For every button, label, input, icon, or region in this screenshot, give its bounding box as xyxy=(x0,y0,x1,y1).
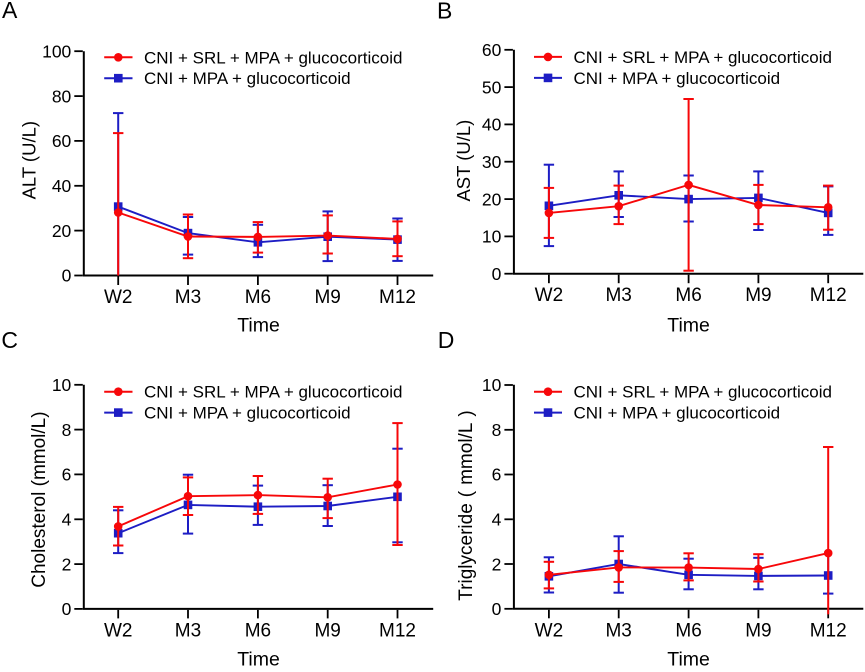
svg-text:8: 8 xyxy=(492,420,502,440)
svg-text:Time: Time xyxy=(237,649,280,667)
svg-text:CNI + MPA + glucocorticoid: CNI + MPA + glucocorticoid xyxy=(574,404,781,423)
svg-text:ALT (U/L): ALT (U/L) xyxy=(18,121,39,199)
svg-text:10: 10 xyxy=(482,375,502,395)
svg-text:M3: M3 xyxy=(605,620,631,641)
svg-text:CNI + MPA + glucocorticoid: CNI + MPA + glucocorticoid xyxy=(574,69,781,88)
svg-text:W2: W2 xyxy=(535,285,564,306)
svg-text:Time: Time xyxy=(667,315,710,337)
svg-text:M12: M12 xyxy=(810,285,847,306)
svg-text:M12: M12 xyxy=(379,620,416,641)
svg-text:80: 80 xyxy=(52,86,72,106)
svg-text:8: 8 xyxy=(62,420,72,440)
svg-text:10: 10 xyxy=(52,375,72,395)
svg-text:W2: W2 xyxy=(104,620,133,641)
svg-text:60: 60 xyxy=(52,131,72,151)
svg-text:40: 40 xyxy=(52,176,72,196)
svg-text:CNI + SRL + MPA + glucocortico: CNI + SRL + MPA + glucocorticoid xyxy=(574,383,832,402)
svg-text:M3: M3 xyxy=(175,287,201,308)
svg-text:W2: W2 xyxy=(535,620,564,641)
svg-text:4: 4 xyxy=(62,510,72,530)
svg-text:100: 100 xyxy=(42,41,71,61)
svg-text:Cholesterol (mmol/L): Cholesterol (mmol/L) xyxy=(29,411,50,587)
svg-text:M6: M6 xyxy=(245,287,271,308)
svg-text:M6: M6 xyxy=(675,285,701,306)
svg-text:40: 40 xyxy=(482,115,502,135)
svg-text:20: 20 xyxy=(482,189,502,209)
svg-text:6: 6 xyxy=(492,465,502,485)
svg-text:CNI + SRL + MPA + glucocortico: CNI + SRL + MPA + glucocorticoid xyxy=(144,48,402,67)
svg-text:Time: Time xyxy=(237,315,280,337)
svg-text:30: 30 xyxy=(482,152,502,172)
svg-text:M9: M9 xyxy=(314,620,340,641)
svg-text:W2: W2 xyxy=(104,287,133,308)
svg-text:0: 0 xyxy=(62,599,72,619)
svg-text:M12: M12 xyxy=(810,620,847,641)
svg-text:AST (U/L): AST (U/L) xyxy=(453,120,474,202)
svg-text:B: B xyxy=(437,0,452,24)
svg-text:2: 2 xyxy=(62,554,72,574)
svg-text:Triglyceride(mmol/L): Triglyceride(mmol/L) xyxy=(456,410,477,600)
svg-text:60: 60 xyxy=(482,40,502,60)
svg-text:M3: M3 xyxy=(175,620,201,641)
svg-text:M6: M6 xyxy=(675,620,701,641)
svg-text:6: 6 xyxy=(62,465,72,485)
svg-text:20: 20 xyxy=(52,221,72,241)
svg-text:50: 50 xyxy=(482,77,502,97)
svg-text:0: 0 xyxy=(62,266,72,286)
svg-text:CNI + SRL + MPA + glucocortico: CNI + SRL + MPA + glucocorticoid xyxy=(144,383,402,402)
svg-text:M12: M12 xyxy=(379,287,416,308)
svg-text:CNI + MPA + glucocorticoid: CNI + MPA + glucocorticoid xyxy=(144,404,351,423)
svg-text:M6: M6 xyxy=(245,620,271,641)
svg-text:A: A xyxy=(2,0,18,23)
svg-text:2: 2 xyxy=(492,554,502,574)
svg-text:Time: Time xyxy=(667,649,710,667)
svg-text:10: 10 xyxy=(482,227,502,247)
svg-text:D: D xyxy=(438,327,455,353)
svg-text:M9: M9 xyxy=(745,620,771,641)
svg-text:C: C xyxy=(1,327,18,353)
svg-text:0: 0 xyxy=(492,599,502,619)
svg-text:M9: M9 xyxy=(745,285,771,306)
svg-text:M9: M9 xyxy=(314,287,340,308)
svg-text:CNI + SRL + MPA + glucocortico: CNI + SRL + MPA + glucocorticoid xyxy=(574,48,832,67)
svg-text:0: 0 xyxy=(492,264,502,284)
svg-text:M3: M3 xyxy=(605,285,631,306)
svg-text:CNI + MPA + glucocorticoid: CNI + MPA + glucocorticoid xyxy=(144,69,351,88)
svg-text:4: 4 xyxy=(492,510,502,530)
